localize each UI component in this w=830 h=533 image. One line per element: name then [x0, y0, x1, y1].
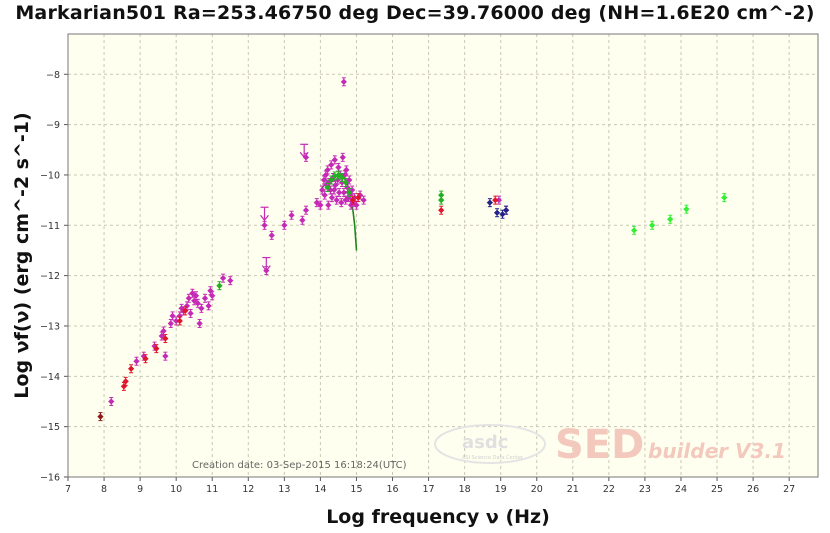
- chart-title: Markarian501 Ra=253.46750 deg Dec=39.760…: [15, 2, 815, 24]
- y-tick-label: −10: [40, 170, 60, 181]
- x-tick-label: 22: [603, 484, 615, 495]
- x-tick-label: 16: [386, 484, 398, 495]
- plot-frame: [67, 33, 819, 478]
- x-tick-label: 17: [423, 484, 435, 495]
- data-point: [324, 184, 331, 191]
- asdc-logo-subtext: ASI Science Data Center: [462, 455, 524, 461]
- axis-ticks: 7 8 9 10 11 12 13 14 15 16 17 18 19 20 21 22 23 24 25 26 27 −…: [40, 70, 795, 495]
- y-tick-label: −12: [40, 271, 60, 282]
- builder-logo-text: builder V3.1: [648, 439, 786, 463]
- data-point: [127, 365, 135, 372]
- upper-limit-arrow: [299, 151, 309, 159]
- data-point: [198, 305, 205, 312]
- y-tick-label: −15: [40, 422, 60, 433]
- y-axis-label: Log νf(ν) (erg cm^-2 s^-1): [11, 112, 33, 398]
- x-tick-label: 13: [278, 484, 290, 495]
- x-tick-label: 7: [65, 484, 71, 495]
- creation-date: Creation date: 03-Sep-2015 16:18:24(UTC): [192, 460, 407, 471]
- x-tick-label: 25: [711, 484, 723, 495]
- x-tick-label: 20: [531, 484, 543, 495]
- plot-area: [68, 34, 818, 477]
- y-tick-label: −14: [40, 372, 60, 383]
- data-point: [319, 186, 326, 194]
- upper-limit-arrow: [260, 214, 269, 222]
- upper-limits: [260, 143, 309, 272]
- x-axis-label: Log frequency ν (Hz): [326, 506, 550, 528]
- y-tick-label: −13: [40, 321, 60, 332]
- asdc-logo-ellipse: [434, 424, 546, 464]
- x-tick-label: 21: [567, 484, 579, 495]
- x-tick-label: 26: [747, 484, 759, 495]
- x-tick-label: 10: [170, 484, 182, 495]
- x-tick-label: 12: [242, 484, 254, 495]
- x-tick-label: 14: [314, 484, 326, 495]
- y-tick-label: −11: [40, 221, 60, 232]
- x-tick-label: 8: [101, 484, 107, 495]
- data-point: [162, 335, 169, 342]
- y-tick-label: −8: [46, 70, 60, 81]
- x-tick-label: 27: [783, 484, 795, 495]
- y-tick-label: −16: [40, 473, 60, 484]
- x-tick-label: 15: [350, 484, 362, 495]
- data-point: [331, 156, 338, 163]
- x-tick-label: 18: [459, 484, 471, 495]
- x-tick-label: 24: [675, 484, 687, 495]
- data-point: [209, 292, 216, 299]
- watermark: asdc ASI Science Data Center SED builder…: [434, 422, 786, 468]
- x-tick-label: 23: [639, 484, 651, 495]
- data-point: [187, 310, 194, 317]
- sed-logo-text: SED: [555, 422, 644, 468]
- data-point: [162, 353, 169, 360]
- data-point: [185, 295, 192, 302]
- grid-lines: [68, 34, 818, 477]
- x-tick-label: 11: [206, 484, 218, 495]
- x-tick-label: 9: [137, 484, 143, 495]
- y-tick-label: −9: [46, 120, 60, 131]
- data-point: [288, 212, 295, 219]
- asdc-logo-text: asdc: [462, 432, 508, 453]
- x-tick-label: 19: [495, 484, 507, 495]
- upper-limit-arrow: [261, 265, 271, 272]
